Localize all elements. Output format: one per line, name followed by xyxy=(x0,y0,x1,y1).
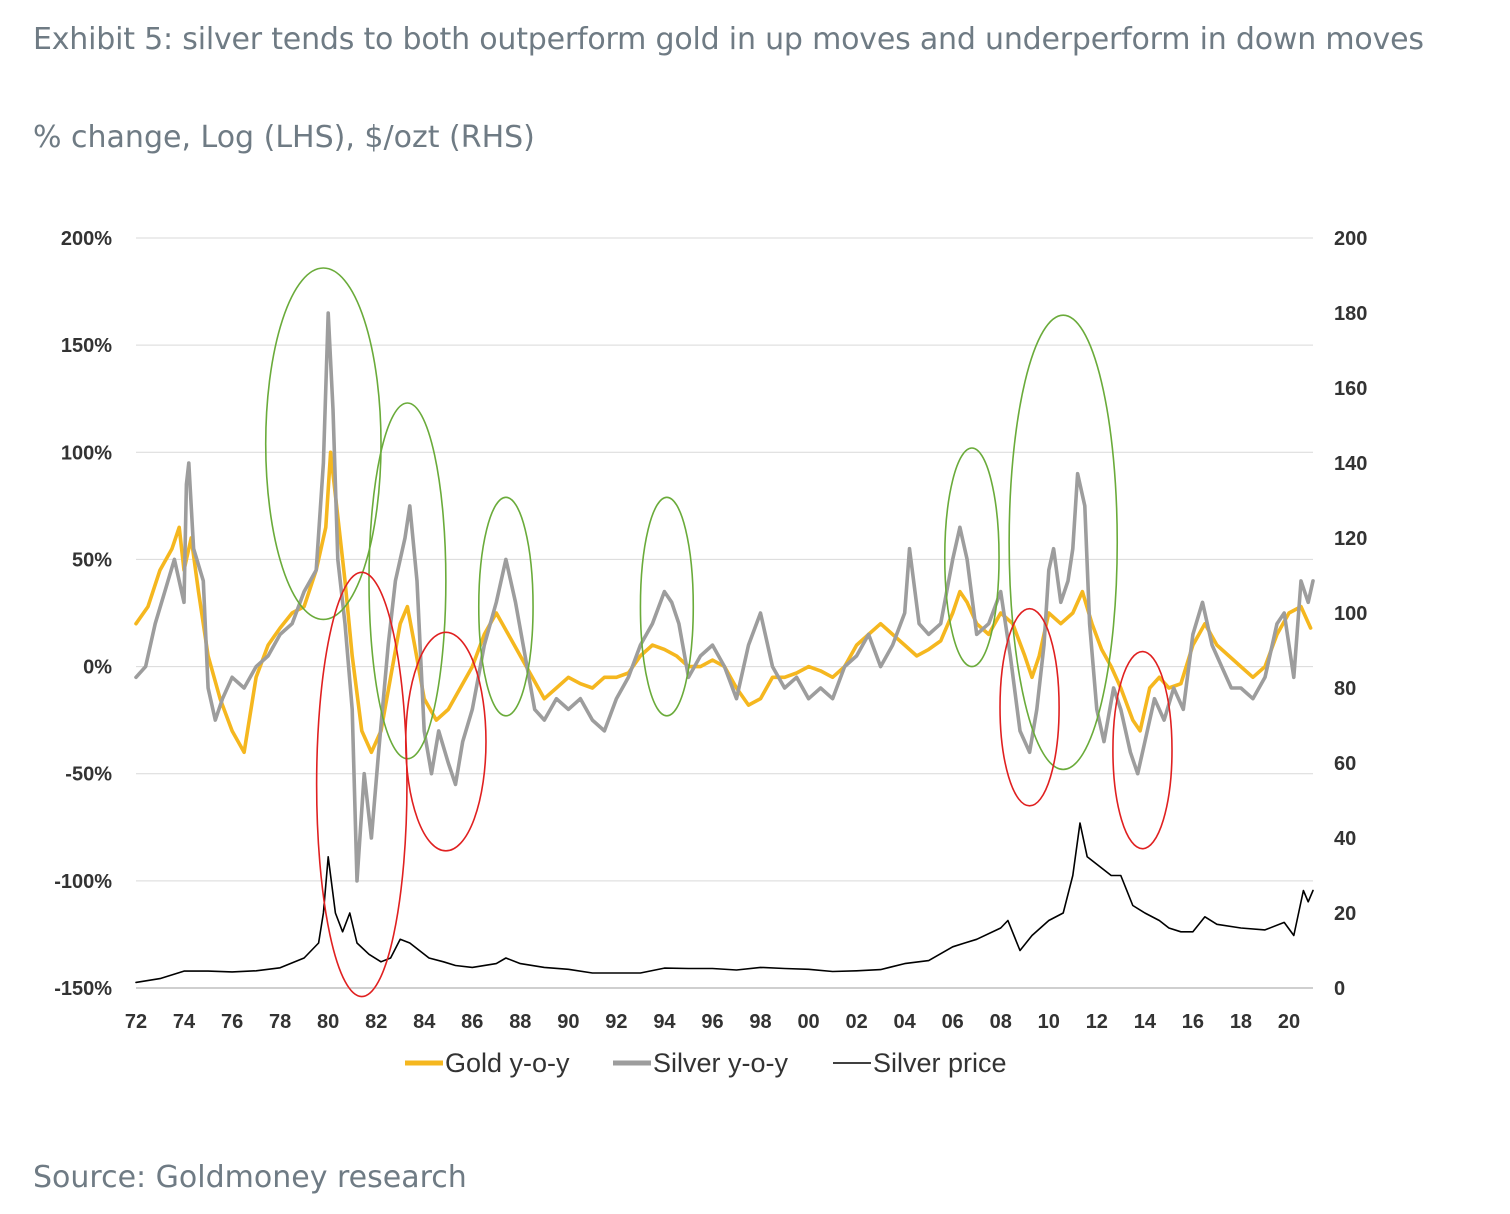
y-left-tick-label: 50% xyxy=(72,549,112,571)
underperform-highlight-ellipse xyxy=(404,631,487,852)
y-right-tick-label: 180 xyxy=(1334,303,1367,325)
legend-label: Silver y-o-y xyxy=(653,1048,789,1078)
x-tick-label: 96 xyxy=(701,1011,723,1033)
x-tick-label: 08 xyxy=(990,1011,1012,1033)
y-right-tick-label: 0 xyxy=(1334,978,1345,1000)
x-tick-label: 16 xyxy=(1182,1011,1204,1033)
y-left-tick-label: 200% xyxy=(61,228,112,250)
x-tick-label: 06 xyxy=(942,1011,964,1033)
x-tick-label: 94 xyxy=(653,1011,676,1033)
silver-yoy-line xyxy=(134,311,1315,883)
x-tick-label: 20 xyxy=(1278,1011,1300,1033)
y-right-tick-label: 60 xyxy=(1334,753,1356,775)
underperform-highlight-ellipse xyxy=(1112,650,1173,850)
x-tick-label: 02 xyxy=(845,1011,867,1033)
x-tick-label: 10 xyxy=(1038,1011,1060,1033)
x-tick-label: 04 xyxy=(894,1011,917,1033)
y-right-tick-label: 40 xyxy=(1334,828,1356,850)
y-left-tick-label: -50% xyxy=(65,764,112,786)
y-right-tick-label: 20 xyxy=(1334,903,1356,925)
outperform-highlight-ellipse xyxy=(477,496,534,717)
x-tick-label: 80 xyxy=(317,1011,339,1033)
x-tick-label: 74 xyxy=(173,1011,196,1033)
y-left-tick-label: 0% xyxy=(83,657,112,679)
x-tick-label: 98 xyxy=(749,1011,771,1033)
x-tick-label: 92 xyxy=(605,1011,627,1033)
x-tick-label: 78 xyxy=(269,1011,291,1033)
y-right-tick-label: 200 xyxy=(1334,228,1367,250)
y-left-tick-label: -150% xyxy=(54,978,112,1000)
y-left-tick-label: -100% xyxy=(54,871,112,893)
x-tick-label: 12 xyxy=(1086,1011,1108,1033)
legend-label: Gold y-o-y xyxy=(445,1048,570,1078)
x-tick-label: 00 xyxy=(797,1011,819,1033)
x-tick-label: 14 xyxy=(1134,1011,1157,1033)
x-tick-label: 86 xyxy=(461,1011,483,1033)
chart-title: Exhibit 5: silver tends to both outperfo… xyxy=(33,22,1424,57)
outperform-highlight-ellipse xyxy=(639,496,695,717)
x-tick-label: 72 xyxy=(125,1011,147,1033)
y-right-tick-label: 120 xyxy=(1334,528,1367,550)
silver-price-line xyxy=(135,822,1314,984)
x-tick-label: 90 xyxy=(557,1011,579,1033)
gold-yoy-line xyxy=(134,450,1313,755)
outperform-highlight-ellipse xyxy=(1008,314,1119,771)
chart-canvas: 200%150%100%50%0%-50%-100%-150%200180160… xyxy=(54,228,1367,1078)
legend-label: Silver price xyxy=(873,1048,1007,1078)
underperform-highlight-ellipse xyxy=(315,571,408,998)
source-note: Source: Goldmoney research xyxy=(33,1160,467,1195)
y-right-tick-label: 140 xyxy=(1334,453,1367,475)
y-right-tick-label: 80 xyxy=(1334,678,1356,700)
outperform-highlight-ellipse xyxy=(943,447,1000,668)
y-left-tick-label: 150% xyxy=(61,335,112,357)
y-left-tick-label: 100% xyxy=(61,442,112,464)
x-tick-label: 88 xyxy=(509,1011,531,1033)
y-right-tick-label: 160 xyxy=(1334,378,1367,400)
x-tick-label: 76 xyxy=(221,1011,243,1033)
outperform-highlight-ellipse xyxy=(264,267,382,621)
x-tick-label: 84 xyxy=(413,1011,436,1033)
x-tick-label: 82 xyxy=(365,1011,387,1033)
y-right-tick-label: 100 xyxy=(1334,603,1367,625)
underperform-highlight-ellipse xyxy=(999,607,1060,807)
x-tick-label: 18 xyxy=(1230,1011,1252,1033)
chart-subtitle: % change, Log (LHS), $/ozt (RHS) xyxy=(33,120,535,155)
